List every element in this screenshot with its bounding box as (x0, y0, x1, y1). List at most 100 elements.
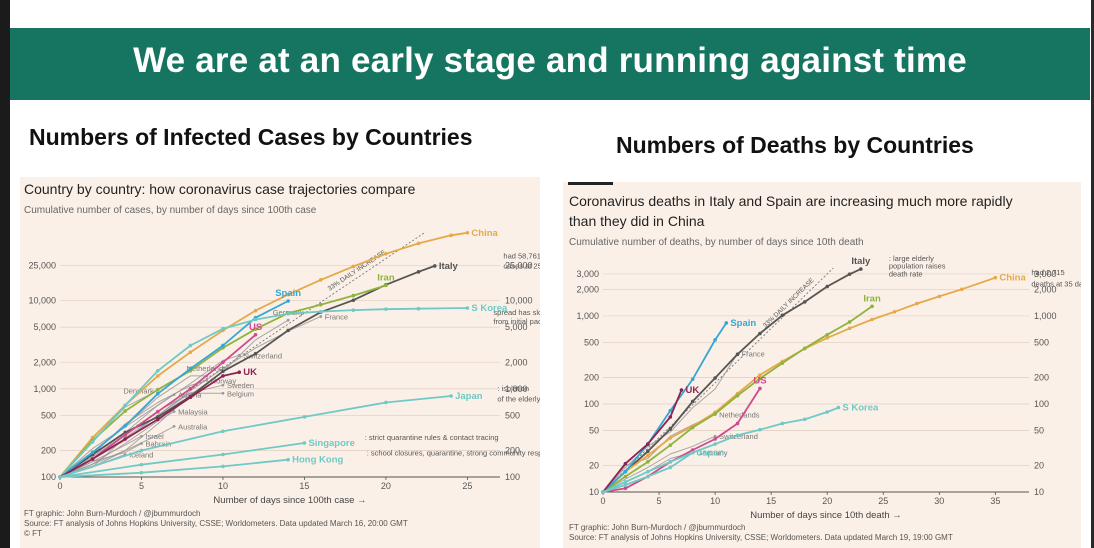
series-point-japan (646, 474, 650, 479)
series-point-spain (188, 366, 193, 371)
series-point-hong-kong (139, 470, 144, 475)
series-label-spain: Spain (275, 288, 301, 299)
series-point-china (758, 373, 762, 377)
x-tick-label: 15 (766, 496, 776, 506)
series-point-china (253, 308, 258, 313)
infected-credit-source: Source: FT analysis of Johns Hopkins Uni… (24, 519, 408, 528)
y-tick-label-left: 2,000 (33, 357, 56, 367)
x-tick-label: 25 (878, 496, 888, 506)
series-point-norway (205, 378, 209, 382)
left-border (0, 0, 10, 548)
x-axis-label: Number of days since 100th case → (213, 495, 366, 506)
series-point-s-korea (253, 317, 258, 322)
series-point-s-korea (90, 440, 95, 444)
series-point-iran (646, 460, 650, 464)
series-point-s-korea (286, 311, 290, 316)
y-tick-label-right: 5,000 (505, 322, 528, 332)
series-point-china (449, 233, 453, 238)
series-point-iran (802, 346, 807, 351)
y-tick-label-right: 2,000 (1034, 284, 1057, 294)
series-point-bahrain (140, 442, 143, 445)
series-label-sweden: Sweden (227, 381, 254, 390)
series-point-china (668, 436, 673, 440)
y-tick-label-right: 10 (1034, 487, 1044, 497)
series-point-iran (318, 302, 323, 307)
annotation-7: : school closures, quarantine, strong co… (367, 449, 540, 458)
deaths-chart-title-line1: Coronavirus deaths in Italy and Spain ar… (569, 193, 1013, 209)
annotation-1: population raises (889, 262, 946, 271)
series-point-china (993, 275, 998, 280)
series-point-hong-kong (286, 457, 290, 462)
series-label-uk: UK (685, 385, 699, 396)
series-point-japan (139, 448, 144, 453)
series-line-australia (59, 425, 175, 478)
deaths-credit: FT graphic: John Burn-Murdoch / @jburnmu… (569, 523, 953, 543)
series-point-belgium (221, 391, 225, 395)
series-label-belgium: Belgium (227, 389, 254, 398)
series-label-s-korea: S Korea (842, 403, 879, 414)
series-line-switzerland (602, 435, 716, 493)
annotation-2: death rate (889, 270, 923, 279)
y-tick-label-left: 200 (41, 445, 56, 455)
series-point-japan (449, 394, 453, 398)
series-point-iran (690, 425, 695, 430)
y-tick-label-left: 500 (584, 337, 599, 347)
x-tick-label: 10 (710, 496, 720, 506)
series-point-iran (713, 412, 717, 416)
series-label-s-korea: S Korea (471, 303, 508, 314)
series-point-spain (690, 377, 695, 382)
series-point-china (155, 374, 160, 378)
series-point-china (286, 292, 290, 297)
series-point-italy (758, 331, 762, 336)
series-point-germany (286, 318, 290, 322)
y-tick-label-right: 10,000 (505, 296, 533, 306)
x-tick-label: 0 (600, 496, 605, 506)
x-tick-label: 5 (657, 496, 662, 506)
series-point-italy (713, 376, 717, 380)
series-point-iran (847, 320, 852, 324)
series-label-netherlands: Netherlands (186, 364, 227, 373)
series-point-italy (802, 300, 807, 304)
annotation-4: : isolation (497, 384, 529, 393)
series-line-uk (602, 389, 683, 493)
series-point-sweden (221, 383, 225, 387)
y-tick-label-left: 50 (589, 425, 599, 435)
series-point-s-korea (384, 307, 388, 311)
series-point-italy (253, 351, 258, 356)
series-point-uk (123, 437, 127, 441)
series-point-us (713, 437, 717, 441)
series-point-uk (188, 395, 193, 400)
annotation-3: from initial pace (493, 317, 540, 326)
title-banner: We are at an early stage and running aga… (10, 28, 1090, 100)
series-point-italy (416, 270, 421, 274)
series-point-iran (780, 361, 785, 365)
y-tick-label-right: 200 (1034, 372, 1049, 382)
series-point-italy (668, 427, 673, 431)
series-label-japan: Japan (697, 448, 725, 459)
series-point-s-korea (780, 421, 785, 426)
series-label-malaysia: Malaysia (178, 408, 208, 417)
series-point-china (465, 230, 470, 235)
series-point-s-korea (646, 469, 650, 474)
series-point-china (892, 310, 897, 314)
series-point-singapore (139, 462, 144, 467)
y-tick-label-right: 100 (505, 472, 520, 482)
series-line-s-korea (602, 406, 839, 493)
series-label-italy: Italy (439, 261, 459, 272)
series-label-us: US (249, 322, 262, 333)
series-label-spain: Spain (730, 318, 756, 329)
series-point-switzerland (237, 353, 241, 357)
series-point-iran (351, 293, 356, 298)
series-point-japan (302, 415, 307, 419)
y-tick-label-right: 200 (505, 445, 520, 455)
series-line-japan (59, 395, 452, 478)
series-point-italy (735, 352, 740, 357)
series-point-uk (221, 374, 225, 378)
ft-accent-bar (568, 182, 613, 185)
series-point-iran (155, 387, 160, 392)
series-point-us (690, 448, 695, 452)
x-axis-label: Number of days since 10th death → (750, 510, 902, 521)
x-tick-label: 25 (462, 481, 472, 491)
